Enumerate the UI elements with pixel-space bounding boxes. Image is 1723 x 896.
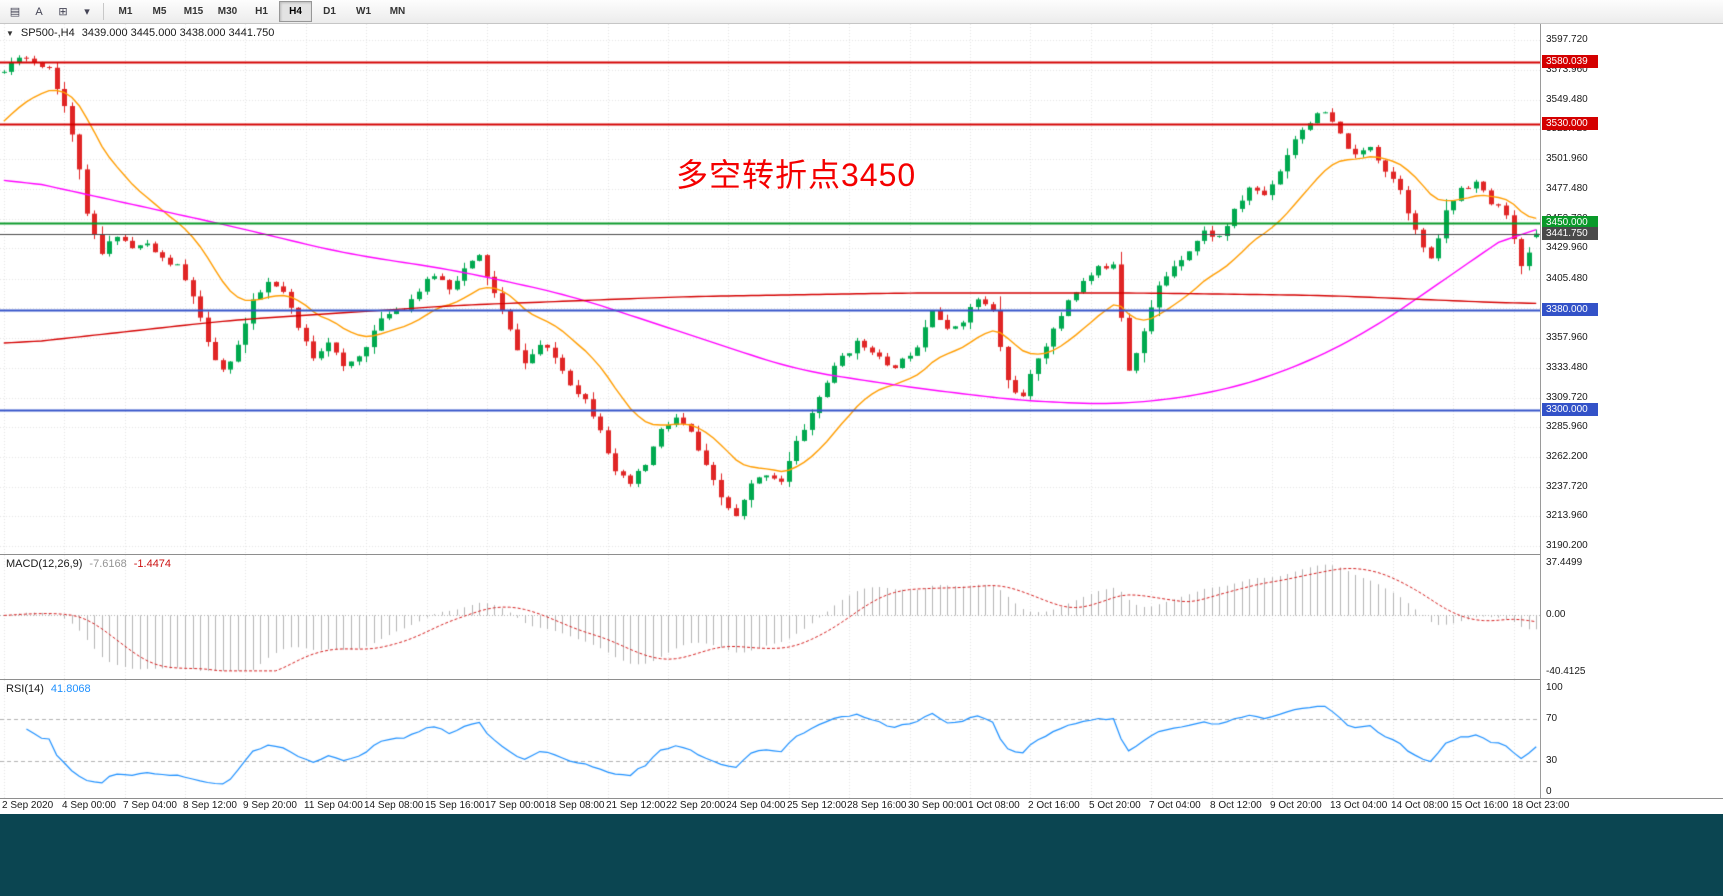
rsi-axis-label: 70: [1546, 713, 1558, 725]
price-level-tag: 3380.000: [1542, 303, 1598, 317]
macd-signal-value: -1.4474: [133, 558, 172, 570]
macd-canvas[interactable]: [0, 555, 1540, 679]
rsi-header: RSI(14) 41.8068: [6, 683, 91, 695]
timeframe-buttons: M1 M5 M15 M30 H1 H4 D1 W1 MN: [109, 1, 414, 22]
chart-list-icon[interactable]: ▤: [9, 6, 21, 18]
panel-separator[interactable]: [0, 554, 1723, 555]
price-level-tag: 3300.000: [1542, 402, 1598, 416]
text-tool-icon[interactable]: A: [35, 5, 43, 18]
price-axis-label: 3501.960: [1546, 152, 1588, 164]
macd-panel: MACD(12,26,9) -7.6168 -1.4474: [0, 555, 1723, 679]
time-axis-label: 24 Sep 04:00: [726, 800, 786, 811]
price-axis-label: 3405.480: [1546, 272, 1588, 284]
timeframe-button-m15[interactable]: M15: [183, 6, 204, 17]
time-axis-label: 28 Sep 16:00: [847, 800, 907, 811]
macd-axis-label: -40.4125: [1546, 666, 1586, 677]
price-level-tag: 3450.000: [1542, 216, 1598, 230]
time-axis[interactable]: 2 Sep 2020 4 Sep 00:00 7 Sep 04:00 8 Sep 12…: [0, 799, 1723, 814]
toolbar: ▤ A ⊞ ▾ M1 M5 M15 M30 H1 H4 D1 W1 MN: [0, 0, 1723, 24]
price-axis-label: 3429.960: [1546, 242, 1588, 254]
macd-main-value: -7.6168: [89, 558, 127, 570]
bottom-bar: [0, 814, 1723, 896]
time-axis-label: 9 Oct 20:00: [1270, 800, 1322, 811]
timeframe-button-m30[interactable]: M30: [217, 6, 238, 17]
rsi-axis-label: 100: [1546, 682, 1563, 693]
macd-axis-label: 0.00: [1546, 609, 1566, 621]
timeframe-button-d1[interactable]: D1: [323, 6, 336, 17]
rsi-label: RSI(14): [6, 683, 44, 695]
chart-template-icon[interactable]: ⊞: [58, 6, 68, 18]
panel-separator[interactable]: [0, 679, 1723, 680]
price-axis-label: 3357.960: [1546, 331, 1588, 343]
time-axis-label: 2 Oct 16:00: [1028, 800, 1080, 811]
toolbar-icons: ▤ A ⊞ ▾: [4, 2, 98, 21]
time-axis-label: 14 Oct 08:00: [1391, 800, 1449, 811]
price-level-tag: 3580.039: [1542, 54, 1598, 68]
rsi-axis-label: 30: [1546, 754, 1558, 766]
macd-axis-label: 37.4499: [1546, 557, 1583, 568]
price-axis-label: 3262.200: [1546, 450, 1588, 462]
timeframe-button-mn[interactable]: MN: [389, 6, 406, 17]
rsi-value: 41.8068: [50, 683, 91, 695]
toolbar-separator: [103, 3, 104, 20]
timeframe-button-m1[interactable]: M1: [118, 6, 133, 17]
time-axis-label: 18 Oct 23:00: [1512, 800, 1570, 811]
price-axis-label: 3573.960: [1546, 63, 1588, 75]
time-axis-label: 7 Sep 04:00: [123, 800, 177, 811]
time-axis-label: 15 Oct 16:00: [1451, 800, 1509, 811]
time-axis-label: 30 Sep 00:00: [908, 800, 968, 811]
time-axis-label: 14 Sep 08:00: [364, 800, 424, 811]
timeframe-button-h1[interactable]: H1: [255, 6, 268, 17]
price-axis-label: 3190.200: [1546, 540, 1588, 551]
price-axis-label: 3309.720: [1546, 391, 1588, 403]
timeframe-button-m5[interactable]: M5: [152, 6, 167, 17]
time-axis-label: 4 Sep 00:00: [62, 800, 116, 811]
chart-collapse-icon[interactable]: ▼: [6, 28, 14, 38]
time-axis-label: 8 Oct 12:00: [1210, 800, 1262, 811]
price-axis-label: 3549.480: [1546, 93, 1588, 105]
price-axis-label: 3333.480: [1546, 362, 1588, 374]
time-axis-label: 21 Sep 12:00: [606, 800, 666, 811]
chart-ohlc-header: ▼ SP500-,H4 3439.000 3445.000 3438.000 3…: [6, 27, 274, 39]
timeframe-button-h4[interactable]: H4: [279, 1, 312, 22]
time-axis-label: 22 Sep 20:00: [666, 800, 726, 811]
chart-ohlc-values: 3439.000 3445.000 3438.000 3441.750: [81, 27, 275, 39]
time-axis-label: 15 Sep 16:00: [425, 800, 485, 811]
macd-label: MACD(12,26,9): [6, 558, 83, 570]
main-chart-panel: ▼ SP500-,H4 3439.000 3445.000 3438.000 3…: [0, 24, 1723, 554]
price-axis-label: 3237.720: [1546, 480, 1588, 492]
price-axis-label: 3477.480: [1546, 183, 1588, 195]
chart-symbol-timeframe: SP500-,H4: [20, 27, 75, 39]
price-level-tag: 3441.750: [1542, 226, 1598, 240]
price-level-tag: 3530.000: [1542, 117, 1598, 131]
time-axis-label: 18 Sep 08:00: [545, 800, 605, 811]
rsi-canvas[interactable]: [0, 680, 1540, 798]
price-axis-label: 3285.960: [1546, 421, 1588, 433]
time-axis-label: 5 Oct 20:00: [1089, 800, 1141, 811]
time-axis-label: 7 Oct 04:00: [1149, 800, 1201, 811]
indicators-dropdown-icon[interactable]: ▾: [84, 6, 90, 18]
time-axis-label: 1 Oct 08:00: [968, 800, 1020, 811]
time-axis-label: 9 Sep 20:00: [243, 800, 297, 811]
chart-annotation-text: 多空转折点3450: [676, 157, 917, 193]
rsi-axis-label: 0: [1546, 786, 1552, 797]
time-axis-label: 13 Oct 04:00: [1330, 800, 1388, 811]
time-axis-label: 25 Sep 12:00: [787, 800, 847, 811]
time-axis-label: 11 Sep 04:00: [304, 800, 363, 811]
chart-area: ▼ SP500-,H4 3439.000 3445.000 3438.000 3…: [0, 24, 1723, 896]
main-chart-canvas[interactable]: [0, 24, 1540, 554]
time-axis-label: 17 Sep 00:00: [485, 800, 545, 811]
price-axis-label: 3213.960: [1546, 510, 1588, 522]
time-axis-label: 8 Sep 12:00: [183, 800, 237, 811]
rsi-panel: RSI(14) 41.8068: [0, 680, 1723, 798]
price-axis-label: 3597.720: [1546, 34, 1588, 45]
macd-header: MACD(12,26,9) -7.6168 -1.4474: [6, 558, 171, 570]
timeframe-button-w1[interactable]: W1: [356, 6, 371, 17]
price-axis: 3597.7203573.9603549.4803525.7203501.960…: [1540, 24, 1723, 798]
time-axis-label: 2 Sep 2020: [2, 800, 54, 811]
time-axis-separator: [0, 798, 1723, 799]
